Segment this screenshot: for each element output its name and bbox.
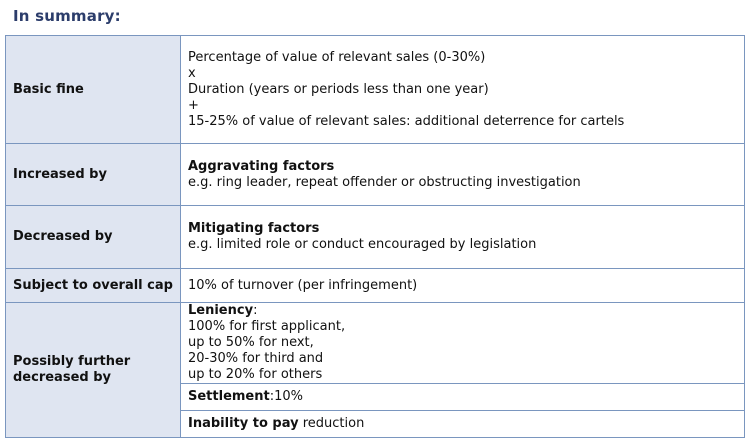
settlement-cell: Settlement:10% <box>180 383 745 411</box>
value-heading: Aggravating factors <box>188 159 737 175</box>
settlement-heading: Settlement <box>188 389 270 404</box>
inability-heading: Inability to pay <box>188 416 299 431</box>
mitigating-factors-heading: Mitigating factors <box>188 221 320 236</box>
value-line: Percentage of value of relevant sales (0… <box>188 49 486 65</box>
table-row-leniency: Possibly further decreased by Leniency: … <box>5 302 745 438</box>
row-value: 10% of turnover (per infringement) <box>180 268 745 303</box>
summary-table: Basic fine Percentage of value of releva… <box>5 35 745 438</box>
row-label: Basic fine <box>5 35 181 144</box>
table-row-settlement: Settlement:10% <box>6 383 745 411</box>
table-row-increased-by: Increased by Aggravating factors e.g. ri… <box>5 143 745 206</box>
value-line: e.g. limited role or conduct encouraged … <box>188 237 537 252</box>
value-heading: Leniency: <box>188 303 737 319</box>
value-line: 20-30% for third and <box>188 351 324 366</box>
table-row-basic-fine: Basic fine Percentage of value of releva… <box>5 35 745 144</box>
inability-cell: Inability to pay reduction <box>180 410 745 438</box>
value-line: e.g. ring leader, repeat offender or obs… <box>188 174 581 190</box>
value-line: Duration (years or periods less than one… <box>188 81 489 97</box>
page-title: In summary: <box>13 7 121 25</box>
row-value: Aggravating factors e.g. ring leader, re… <box>180 143 745 206</box>
table-row-decreased-by: Decreased by Mitigating factors e.g. lim… <box>5 205 745 269</box>
row-value: Percentage of value of relevant sales (0… <box>180 35 745 144</box>
leniency-colon: : <box>253 303 258 318</box>
leniency-cell: Leniency: 100% for first applicant, up t… <box>180 302 745 384</box>
value-line: + <box>188 97 199 113</box>
value-line: up to 50% for next, <box>188 335 314 350</box>
table-row-overall-cap: Subject to overall cap 10% of turnover (… <box>5 268 745 303</box>
value-line: up to 20% for others <box>188 367 323 382</box>
value-line: 100% for first applicant, <box>188 319 346 334</box>
value-line: 15-25% of value of relevant sales: addit… <box>188 113 625 129</box>
value-heading: Mitigating factors <box>188 221 737 237</box>
row-label: Decreased by <box>5 205 181 269</box>
leniency-heading: Leniency <box>188 303 254 318</box>
row-label: Possibly further decreased by <box>5 302 181 438</box>
row-label: Subject to overall cap <box>5 268 181 303</box>
row-label: Increased by <box>5 143 181 206</box>
table-row-inability: Inability to pay reduction <box>6 410 745 438</box>
settlement-text: :10% <box>269 389 303 404</box>
aggravating-factors-heading: Aggravating factors <box>188 158 335 174</box>
row-value: Mitigating factors e.g. limited role or … <box>180 205 745 269</box>
inability-text: reduction <box>298 416 365 431</box>
value-line: x <box>188 65 196 81</box>
